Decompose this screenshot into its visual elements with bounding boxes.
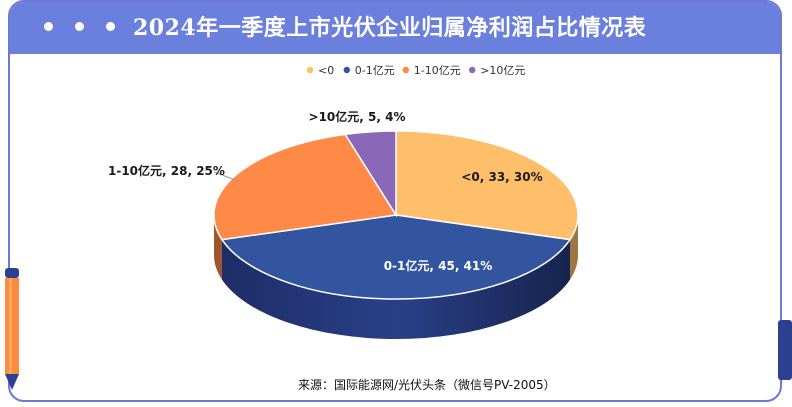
pie-side-2 (214, 215, 222, 280)
leader-line-2 (213, 171, 239, 182)
data-label-0: <0, 33, 30% (461, 170, 542, 184)
dot-3 (106, 22, 115, 31)
legend-label-2: 1-10亿元 (414, 64, 461, 77)
pie-labels: <0, 33, 30% 0-1亿元, 45, 41% 1-10亿元, 28, 25%… (108, 109, 543, 273)
chart-legend: <0 0-1亿元 1-10亿元 >10亿元 (306, 64, 525, 77)
pie-slices (213, 130, 579, 300)
dot-2 (75, 22, 84, 31)
data-label-3: >10亿元, 5, 4% (309, 109, 406, 124)
legend-marker-1 (343, 66, 350, 74)
pie-slice-0 (395, 130, 579, 241)
chart-title: 2024年一季度上市光伏企业归属净利润占比情况表 (133, 15, 647, 41)
source-note: 来源：国际能源网/光伏头条（微信号PV-2005） (298, 378, 556, 392)
pie-slice-3 (343, 130, 397, 218)
window-dots (44, 22, 115, 31)
legend-marker-0 (306, 66, 314, 74)
legend-marker-2 (402, 66, 409, 74)
legend-label-3: >10亿元 (480, 64, 525, 77)
legend-marker-3 (469, 66, 476, 74)
pie-slice-1 (220, 214, 572, 300)
pencil-tip-decoration (778, 320, 792, 380)
pie-sides (214, 215, 578, 339)
pencil-decoration (5, 268, 19, 390)
pie-side-1 (221, 239, 571, 339)
data-label-1: 0-1亿元, 45, 41% (384, 258, 493, 273)
dot-1 (44, 22, 53, 31)
data-label-2: 1-10亿元, 28, 25% (108, 163, 225, 178)
legend-label-1: 0-1亿元 (355, 64, 395, 77)
title-bar: 2024年一季度上市光伏企业归属净利润占比情况表 (10, 2, 780, 54)
pie-slice-2 (213, 133, 398, 241)
pie-side-0 (570, 215, 578, 280)
legend-label-0: <0 (318, 64, 334, 77)
